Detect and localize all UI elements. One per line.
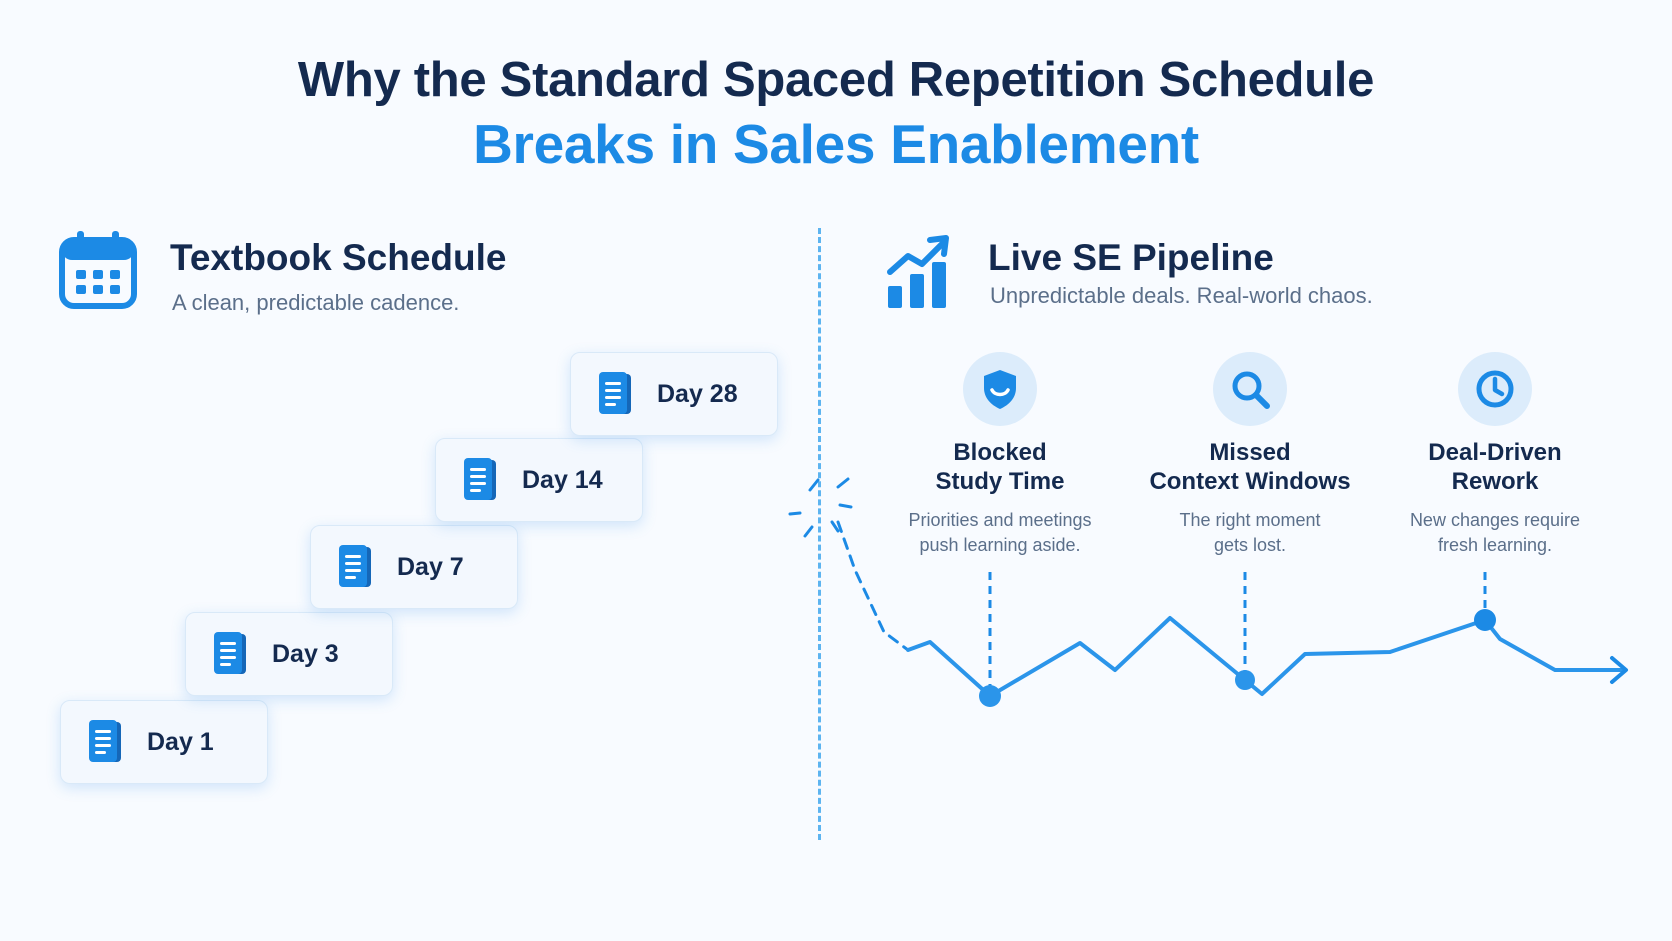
disruption-missed-context-windows: Missed Context Windows The right moment …: [1130, 352, 1370, 558]
disruption-description: New changes require fresh learning.: [1409, 510, 1581, 555]
textbook-schedule-heading: Textbook Schedule: [170, 237, 507, 278]
disruption-deal-driven-rework: Deal-Driven Rework New changes require f…: [1375, 352, 1615, 558]
step-label: Day 1: [147, 727, 214, 756]
disruption-title: Deal-Driven Rework: [1428, 439, 1562, 495]
step-label: Day 14: [522, 465, 603, 494]
marker-dot-rework: [1474, 609, 1496, 631]
schedule-step-day-28: Day 28: [570, 352, 778, 436]
document-icon: [339, 545, 371, 587]
pipeline-line: [906, 616, 1627, 698]
live-pipeline-subheading: Unpredictable deals. Real-world chaos.: [990, 283, 1373, 308]
schedule-step-day-7: Day 7: [310, 525, 518, 609]
marker-dot-blocked: [979, 685, 1001, 707]
step-label: Day 3: [272, 639, 339, 668]
page-title: Why the Standard Spaced Repetition Sched…: [297, 53, 1375, 107]
page-subtitle: Breaks in Sales Enablement: [473, 113, 1199, 175]
disruption-title: Missed Context Windows: [1149, 439, 1351, 495]
disruption-description: The right moment gets lost.: [1179, 510, 1321, 555]
calendar-icon: [59, 231, 137, 309]
shield-icon-badge: [963, 352, 1037, 426]
document-icon: [464, 458, 496, 500]
step-label: Day 28: [657, 379, 738, 408]
step-label: Day 7: [397, 552, 464, 581]
schedule-step-day-14: Day 14: [435, 438, 643, 522]
search-icon: [1232, 371, 1270, 409]
disruption-blocked-study-time: Blocked Study Time Priorities and meetin…: [880, 352, 1120, 558]
clock-icon: [1476, 370, 1514, 408]
schedule-step-day-1: Day 1: [60, 700, 268, 784]
search-icon-badge: [1213, 352, 1287, 426]
growth-chart-icon: [887, 235, 949, 308]
section-divider: [818, 228, 821, 840]
arrow-head: [1610, 656, 1628, 684]
marker-dot-missed: [1235, 670, 1255, 690]
document-icon: [89, 720, 121, 762]
disruption-title: Blocked Study Time: [935, 439, 1065, 495]
document-icon: [214, 632, 246, 674]
document-icon: [599, 372, 631, 414]
clock-icon-badge: [1458, 352, 1532, 426]
live-pipeline-heading: Live SE Pipeline: [988, 237, 1274, 278]
textbook-schedule-subheading: A clean, predictable cadence.: [172, 290, 460, 315]
schedule-step-day-3: Day 3: [185, 612, 393, 696]
shield-icon: [984, 370, 1016, 409]
disruption-description: Priorities and meetings push learning as…: [908, 510, 1092, 555]
